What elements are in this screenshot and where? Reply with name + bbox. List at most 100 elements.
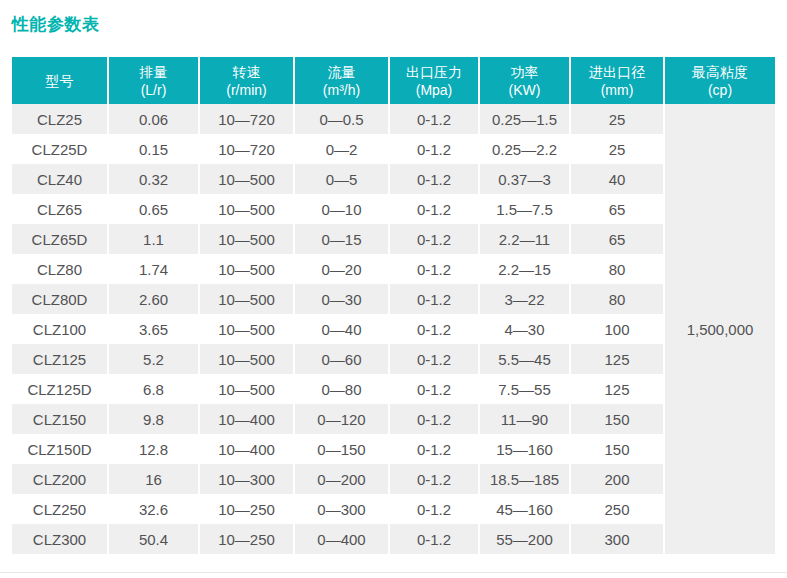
value-cell: 10—400 (200, 434, 295, 464)
model-cell: CLZ125D (12, 374, 109, 404)
column-header-unit: (cp) (665, 81, 775, 99)
column-header-label: 型号 (12, 72, 107, 90)
model-cell: CLZ65 (12, 194, 109, 224)
value-cell: 0—150 (295, 434, 390, 464)
value-cell: 2.60 (109, 284, 200, 314)
column-header: 排量(L/r) (109, 57, 200, 104)
value-cell: 65 (571, 194, 665, 224)
value-cell: 1.5—7.5 (480, 194, 571, 224)
value-cell: 250 (571, 494, 665, 524)
value-cell: 0—30 (295, 284, 390, 314)
value-cell: 5.5—45 (480, 344, 571, 374)
column-header-label: 功率 (480, 63, 569, 81)
value-cell: 0—400 (295, 524, 390, 554)
model-cell: CLZ300 (12, 524, 109, 554)
value-cell: 0-1.2 (390, 104, 480, 134)
value-cell: 300 (571, 524, 665, 554)
value-cell: 80 (571, 284, 665, 314)
value-cell: 10—250 (200, 524, 295, 554)
value-cell: 10—300 (200, 464, 295, 494)
value-cell: 6.8 (109, 374, 200, 404)
value-cell: 0-1.2 (390, 464, 480, 494)
column-header: 流量(m³/h) (295, 57, 390, 104)
table-row: CLZ30050.410—2500—4000-1.255—200300 (12, 524, 775, 554)
column-header: 最高粘度(cp) (665, 57, 775, 104)
column-header-unit: (r/min) (200, 81, 293, 99)
value-cell: 10—500 (200, 344, 295, 374)
value-cell: 1.1 (109, 224, 200, 254)
table-header: 型号排量(L/r)转速(r/min)流量(m³/h)出口压力(Mpa)功率(KW… (12, 57, 775, 104)
value-cell: 18.5—185 (480, 464, 571, 494)
column-header-unit: (KW) (480, 81, 569, 99)
value-cell: 0-1.2 (390, 434, 480, 464)
value-cell: 15—160 (480, 434, 571, 464)
table-row: CLZ801.7410—5000—200-1.22.2—1580 (12, 254, 775, 284)
column-header-unit: (mm) (571, 81, 663, 99)
value-cell: 0.65 (109, 194, 200, 224)
value-cell: 45—160 (480, 494, 571, 524)
value-cell: 0-1.2 (390, 194, 480, 224)
model-cell: CLZ125 (12, 344, 109, 374)
value-cell: 0-1.2 (390, 494, 480, 524)
value-cell: 5.2 (109, 344, 200, 374)
value-cell: 0-1.2 (390, 224, 480, 254)
model-cell: CLZ150D (12, 434, 109, 464)
value-cell: 80 (571, 254, 665, 284)
value-cell: 150 (571, 404, 665, 434)
value-cell: 0-1.2 (390, 374, 480, 404)
value-cell: 0.25—2.2 (480, 134, 571, 164)
value-cell: 4—30 (480, 314, 571, 344)
model-cell: CLZ100 (12, 314, 109, 344)
value-cell: 0-1.2 (390, 524, 480, 554)
value-cell: 10—500 (200, 374, 295, 404)
table-row: CLZ25D0.1510—7200—20-1.20.25—2.225 (12, 134, 775, 164)
value-cell: 0.32 (109, 164, 200, 194)
value-cell: 50.4 (109, 524, 200, 554)
column-header-unit: (Mpa) (390, 81, 478, 99)
value-cell: 1.74 (109, 254, 200, 284)
page-title: 性能参数表 (12, 13, 787, 36)
model-cell: CLZ80D (12, 284, 109, 314)
value-cell: 125 (571, 344, 665, 374)
value-cell: 0-1.2 (390, 404, 480, 434)
value-cell: 0—0.5 (295, 104, 390, 134)
value-cell: 0.06 (109, 104, 200, 134)
value-cell: 200 (571, 464, 665, 494)
value-cell: 2.2—15 (480, 254, 571, 284)
model-cell: CLZ65D (12, 224, 109, 254)
value-cell: 2.2—11 (480, 224, 571, 254)
value-cell: 0-1.2 (390, 164, 480, 194)
column-header-unit: (m³/h) (295, 81, 388, 99)
model-cell: CLZ200 (12, 464, 109, 494)
column-header: 功率(KW) (480, 57, 571, 104)
value-cell: 10—500 (200, 224, 295, 254)
value-cell: 32.6 (109, 494, 200, 524)
model-cell: CLZ40 (12, 164, 109, 194)
table-row: CLZ1003.6510—5000—400-1.24—30100 (12, 314, 775, 344)
value-cell: 3.65 (109, 314, 200, 344)
table-header-row: 型号排量(L/r)转速(r/min)流量(m³/h)出口压力(Mpa)功率(KW… (12, 57, 775, 104)
value-cell: 0—200 (295, 464, 390, 494)
table-row: CLZ1509.810—4000—1200-1.211—90150 (12, 404, 775, 434)
table-row: CLZ250.0610—7200—0.50-1.20.25—1.5251,500… (12, 104, 775, 134)
table-row: CLZ650.6510—5000—100-1.21.5—7.565 (12, 194, 775, 224)
value-cell: 0—15 (295, 224, 390, 254)
column-header-label: 最高粘度 (665, 63, 775, 81)
model-cell: CLZ150 (12, 404, 109, 434)
table-row: CLZ80D2.6010—5000—300-1.23—2280 (12, 284, 775, 314)
value-cell: 16 (109, 464, 200, 494)
value-cell: 0.37—3 (480, 164, 571, 194)
value-cell: 0-1.2 (390, 284, 480, 314)
value-cell: 10—500 (200, 254, 295, 284)
value-cell: 65 (571, 224, 665, 254)
bottom-divider (0, 572, 787, 573)
value-cell: 0—300 (295, 494, 390, 524)
value-cell: 0—40 (295, 314, 390, 344)
column-header-label: 进出口径 (571, 63, 663, 81)
value-cell: 0—120 (295, 404, 390, 434)
column-header-label: 出口压力 (390, 63, 478, 81)
column-header-label: 排量 (109, 63, 198, 81)
value-cell: 0—20 (295, 254, 390, 284)
value-cell: 7.5—55 (480, 374, 571, 404)
value-cell: 0—80 (295, 374, 390, 404)
